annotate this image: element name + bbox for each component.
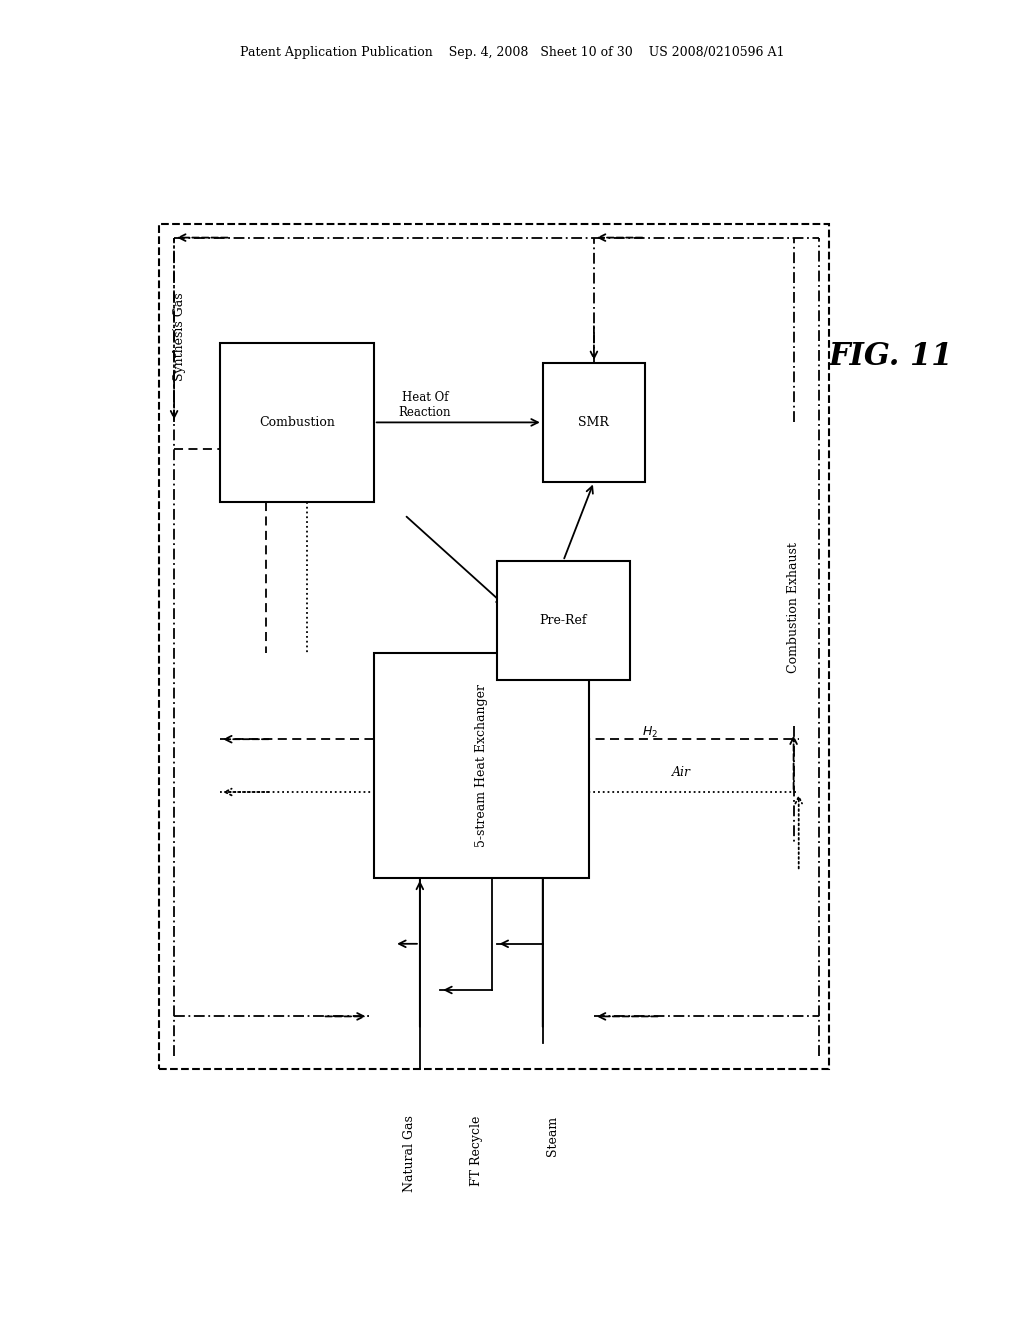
Text: FT Recycle: FT Recycle <box>470 1115 482 1185</box>
Bar <box>543 363 645 482</box>
Bar <box>159 224 829 1069</box>
Text: Air: Air <box>672 766 690 779</box>
Bar <box>497 561 630 680</box>
Text: Heat Of
Reaction: Heat Of Reaction <box>398 391 452 420</box>
Text: Natural Gas: Natural Gas <box>403 1115 416 1192</box>
Text: Steam: Steam <box>547 1115 559 1155</box>
Text: 5-stream Heat Exchanger: 5-stream Heat Exchanger <box>475 684 487 847</box>
Bar <box>220 343 374 502</box>
Text: FIG. 11: FIG. 11 <box>828 341 953 372</box>
Text: Combustion: Combustion <box>259 416 335 429</box>
Text: SMR: SMR <box>579 416 609 429</box>
Text: $H_2$: $H_2$ <box>642 725 658 741</box>
Text: Combustion Exhaust: Combustion Exhaust <box>787 541 800 673</box>
Bar <box>374 653 589 878</box>
Text: Synthesis Gas: Synthesis Gas <box>173 292 185 381</box>
Text: Pre-Ref: Pre-Ref <box>540 614 587 627</box>
Text: Patent Application Publication    Sep. 4, 2008   Sheet 10 of 30    US 2008/02105: Patent Application Publication Sep. 4, 2… <box>240 46 784 59</box>
